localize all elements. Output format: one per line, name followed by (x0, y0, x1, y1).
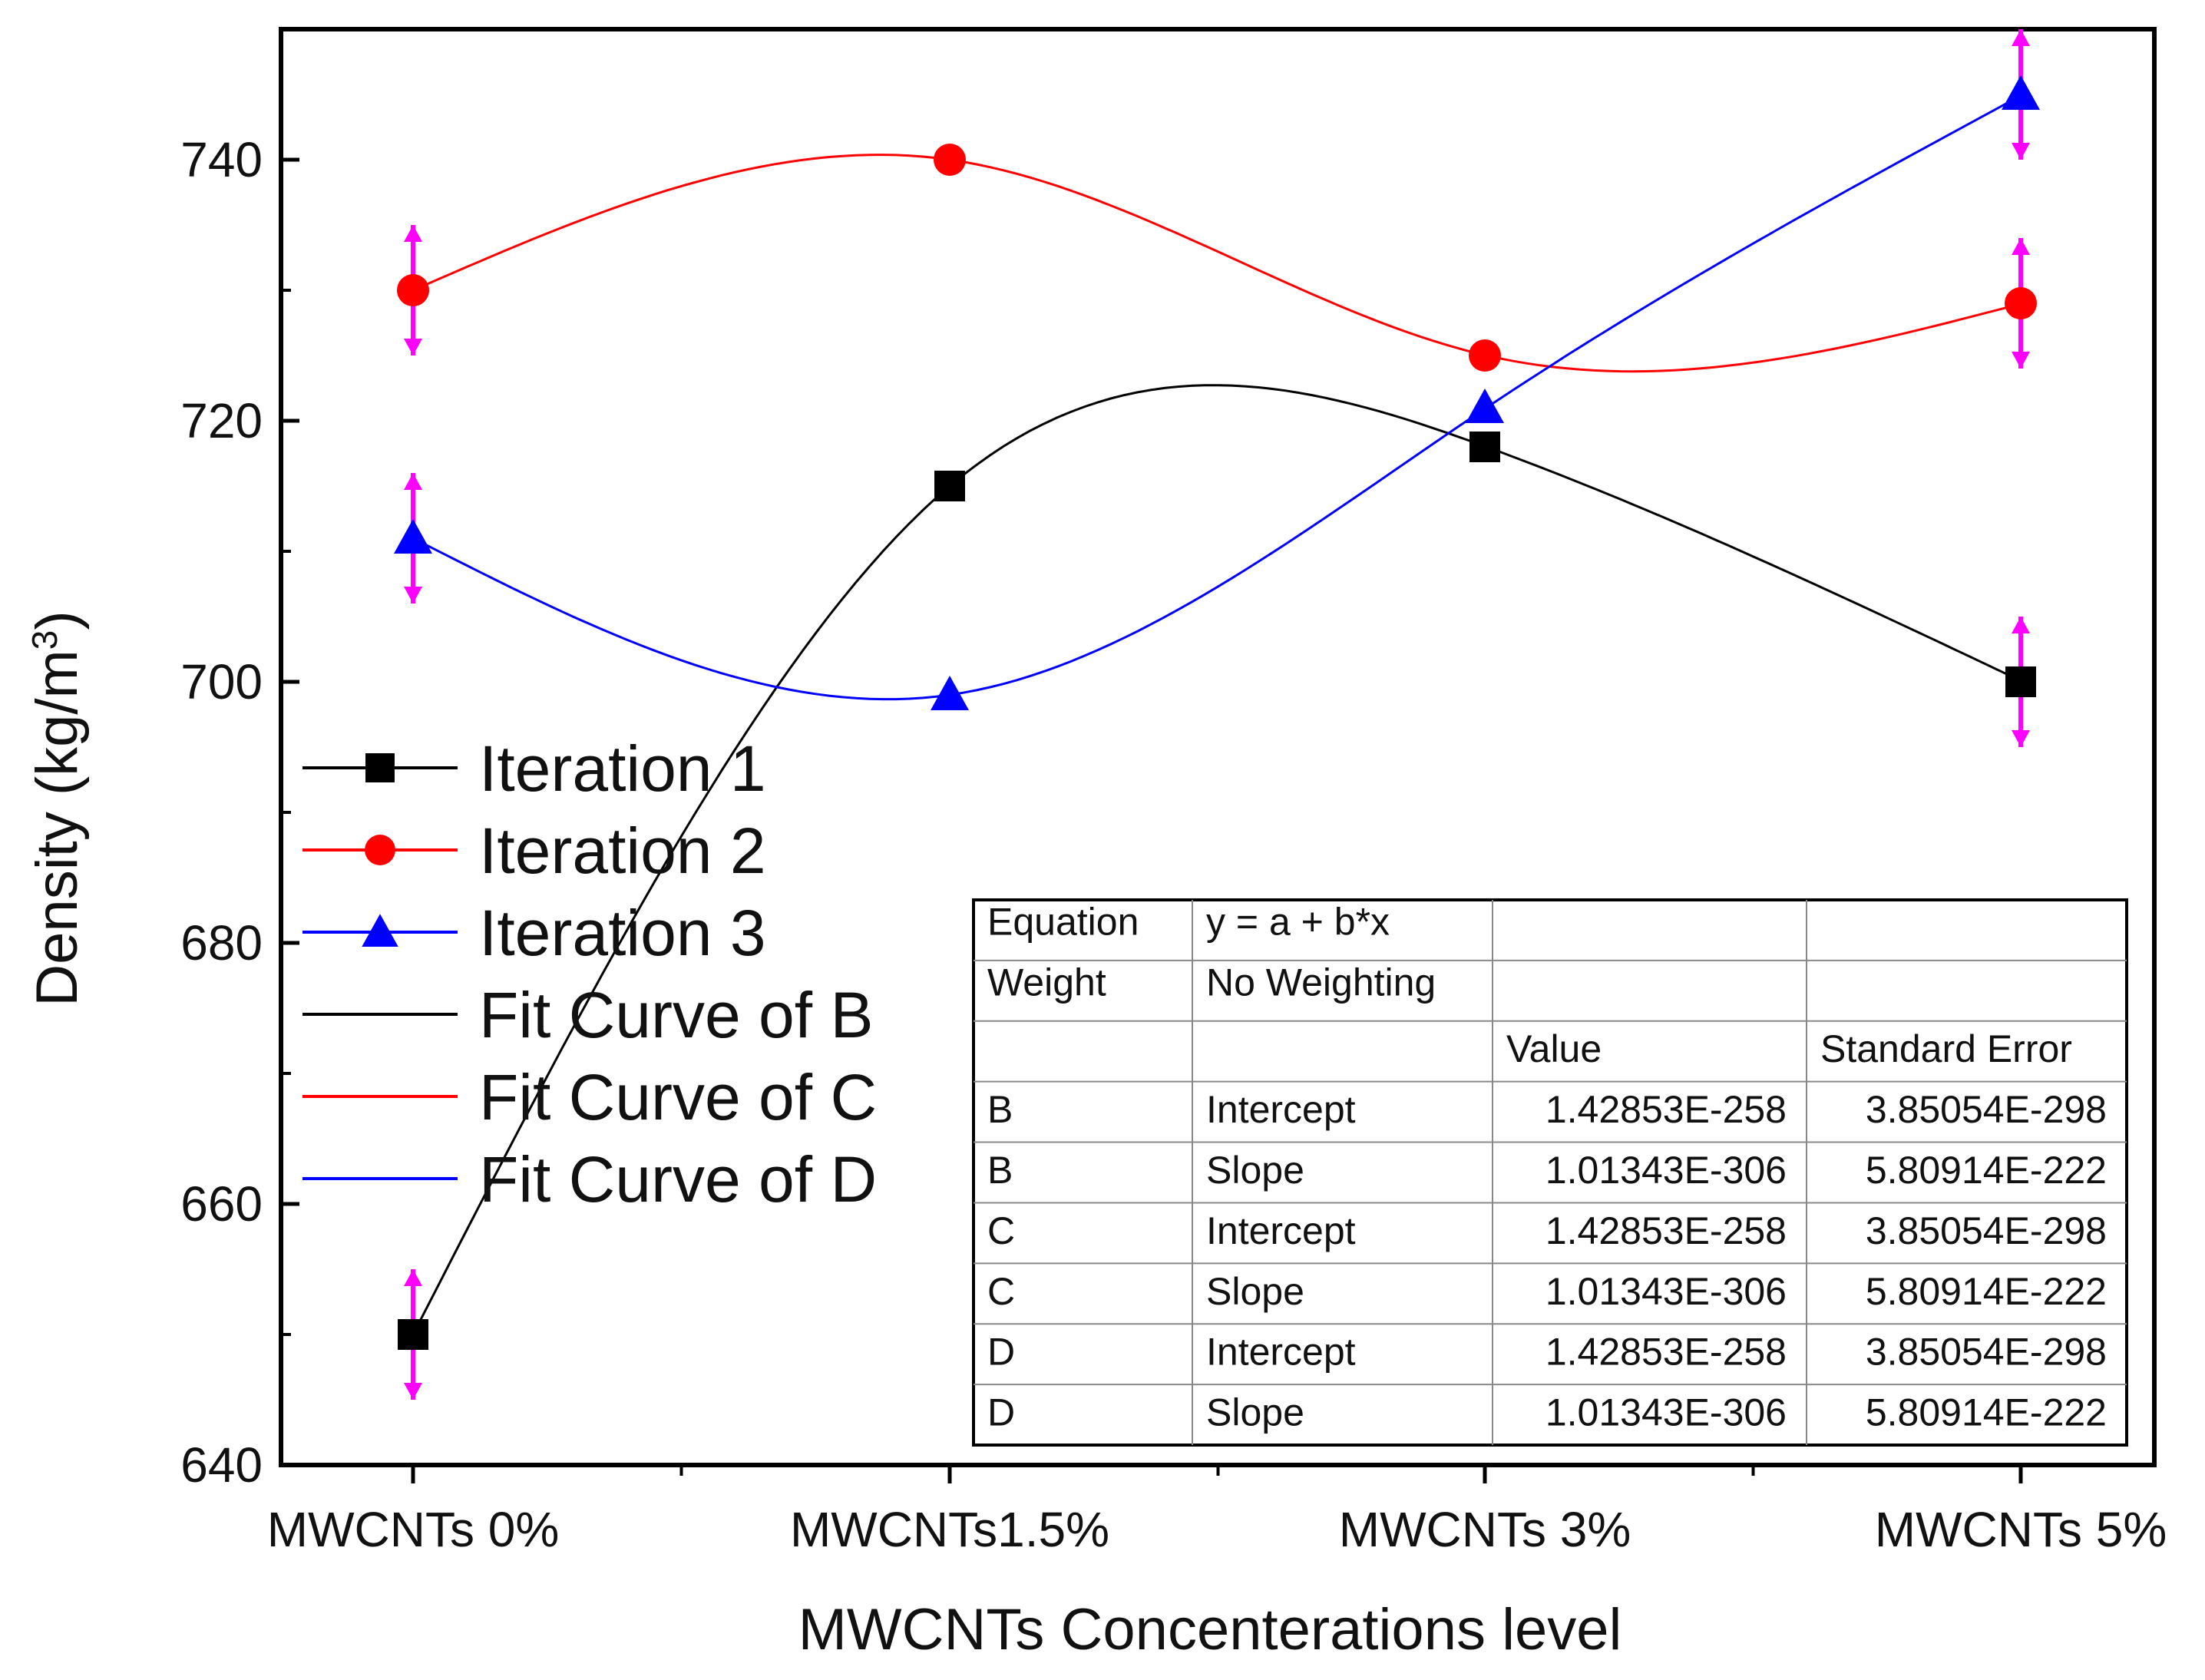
y-tick-label: 640 (180, 1437, 263, 1493)
table-cell: Intercept (1206, 1209, 1356, 1252)
table-cell: B (987, 1088, 1013, 1131)
data-point-1 (934, 471, 965, 501)
table-cell: Weight (987, 961, 1106, 1004)
y-axis-title-sup: 3 (25, 630, 64, 650)
legend: Iteration 1 Iteration 2 Iteration 3 Fit Cur… (302, 733, 877, 1215)
error-bar-cap-top (2012, 617, 2030, 633)
fit-curve-1 (412, 384, 2024, 1335)
data-point-1 (1469, 432, 1500, 462)
legend-marker (365, 753, 395, 782)
error-bar-cap-bottom (2012, 143, 2030, 160)
y-tick-label: 720 (180, 393, 263, 448)
table-cell: No Weighting (1206, 961, 1436, 1004)
y-tick-label: 660 (180, 1176, 263, 1232)
table-cell: Standard Error (1820, 1027, 2072, 1070)
data-point-1 (398, 1319, 428, 1350)
table-cell: 1.42853E-258 (1545, 1209, 1787, 1252)
table-cell: 1.42853E-258 (1545, 1331, 1787, 1374)
table-cell: 5.80914E-222 (1866, 1149, 2107, 1192)
data-point-3 (931, 676, 969, 710)
fit-curve-2 (412, 154, 2024, 373)
legend-label: Fit Curve of C (479, 1061, 877, 1133)
x-tick-label: MWCNTs 5% (1875, 1502, 2167, 1557)
legend-label: Fit Curve of D (479, 1143, 877, 1215)
error-bar-cap-bottom (404, 1383, 422, 1400)
table-cell: 1.01343E-306 (1545, 1391, 1787, 1434)
data-point-3 (1466, 389, 1504, 423)
error-bar-cap-top (404, 225, 422, 242)
table-cell: Slope (1206, 1149, 1304, 1192)
table-cell: Value (1506, 1027, 1602, 1070)
table-cell: Equation (987, 900, 1139, 943)
data-point-2 (2005, 287, 2037, 319)
table-cell: 3.85054E-298 (1866, 1331, 2107, 1374)
table-cell: C (987, 1270, 1015, 1313)
x-tick-label: MWCNTs1.5% (790, 1502, 1109, 1557)
data-point-2 (1469, 339, 1501, 372)
y-axis-title-base: Density (kg/m (25, 650, 90, 1007)
table-cell: Slope (1206, 1391, 1304, 1434)
table-cell: y = a + b*x (1206, 900, 1390, 943)
table-cell: 1.01343E-306 (1545, 1149, 1787, 1192)
data-point-2 (397, 274, 429, 306)
fit-curves (412, 93, 2024, 1335)
table-cell: Slope (1206, 1270, 1304, 1313)
error-bar-cap-top (404, 473, 422, 490)
error-bar-cap-top (404, 1269, 422, 1286)
fit-results-table: Equation y = a + b*x Weight No Weighting Val… (972, 898, 2128, 1447)
table-cell: D (987, 1331, 1015, 1374)
table-cell: 5.80914E-222 (1866, 1270, 2107, 1313)
table-cell: 1.01343E-306 (1545, 1270, 1787, 1313)
legend-label: Iteration 3 (479, 897, 766, 969)
table-cell: 3.85054E-298 (1866, 1088, 2107, 1131)
table-cell: B (987, 1149, 1013, 1192)
error-bar-cap-bottom (2012, 352, 2030, 369)
y-axis-title-close: ) (25, 610, 90, 630)
error-bar-cap-bottom (2012, 730, 2030, 747)
data-point-3 (2002, 75, 2040, 110)
table-cell: 3.85054E-298 (1866, 1209, 2107, 1252)
error-bar-cap-top (2012, 29, 2030, 46)
data-point-1 (2005, 666, 2036, 697)
legend-label: Iteration 2 (479, 815, 766, 887)
x-axis-title: MWCNTs Concenterations level (798, 1597, 1622, 1662)
legend-label: Fit Curve of B (479, 979, 873, 1051)
legend-label: Iteration 1 (479, 733, 766, 805)
y-axis-title: Density (kg/m3) (25, 610, 90, 1006)
x-tick-label: MWCNTs 3% (1339, 1502, 1631, 1557)
y-tick-label: 680 (180, 915, 263, 971)
legend-marker (362, 914, 398, 947)
table-cell: 1.42853E-258 (1545, 1088, 1787, 1131)
table-cell: D (987, 1391, 1015, 1434)
error-bar-cap-top (2012, 238, 2030, 255)
y-tick-label: 740 (180, 132, 263, 187)
y-tick-label: 700 (180, 654, 263, 709)
fit-curve-3 (412, 93, 2024, 701)
y-tick-labels: 640 660 680 700 720 740 (180, 132, 263, 1493)
x-tick-labels: MWCNTs 0% MWCNTs1.5% MWCNTs 3% MWCNTs 5% (267, 1502, 2167, 1557)
axis-ticks (281, 157, 2023, 1483)
error-bar-cap-bottom (404, 587, 422, 604)
legend-marker (365, 835, 395, 865)
table-cell: 5.80914E-222 (1866, 1391, 2107, 1434)
error-bar-cap-bottom (404, 339, 422, 356)
table-cell: C (987, 1209, 1015, 1252)
table-frame (972, 898, 2128, 1447)
table-cell: Intercept (1206, 1331, 1356, 1374)
table-cell: Intercept (1206, 1088, 1356, 1131)
data-point-3 (394, 519, 432, 554)
data-markers (394, 75, 2040, 1350)
x-tick-label: MWCNTs 0% (267, 1502, 559, 1557)
data-point-2 (934, 144, 966, 176)
